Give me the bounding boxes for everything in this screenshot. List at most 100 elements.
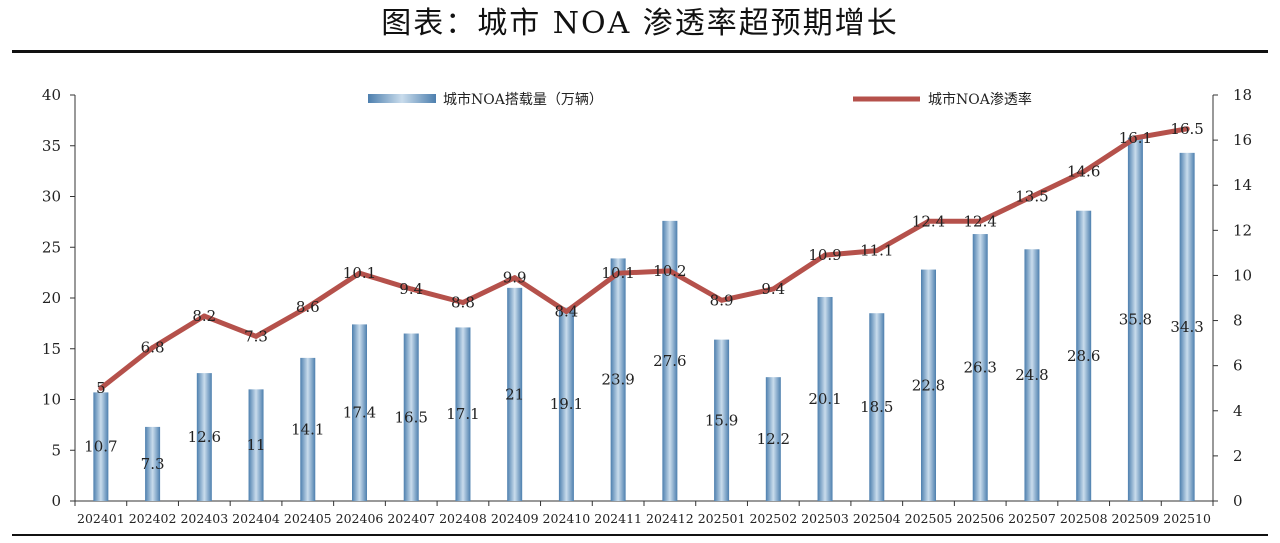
line-value-label: 8.8	[451, 294, 475, 312]
line-point	[253, 333, 259, 339]
x-tick-label: 202409	[491, 511, 539, 526]
x-tick-label: 202503	[801, 511, 849, 526]
x-tick-label: 202402	[129, 511, 177, 526]
line-value-label: 12.4	[964, 212, 997, 230]
line-point	[615, 270, 621, 276]
x-tick-label: 202501	[698, 511, 746, 526]
line-value-label: 6.8	[141, 339, 165, 357]
line-point	[1184, 126, 1190, 132]
bar	[300, 357, 316, 501]
right-tick-label: 18	[1233, 86, 1252, 104]
x-tick-label: 202410	[543, 511, 591, 526]
right-tick-label: 10	[1233, 266, 1252, 284]
bar	[1179, 152, 1195, 502]
line-point	[357, 270, 362, 276]
bar-value-label: 19.1	[550, 395, 583, 413]
bar	[507, 287, 523, 501]
bar-value-label: 18.5	[860, 398, 893, 416]
bar-value-label: 15.9	[705, 411, 738, 429]
bar	[196, 373, 212, 501]
line-value-label: 5	[96, 379, 106, 397]
line-point	[926, 218, 931, 224]
line-point	[1081, 169, 1087, 175]
line-value-label: 10.1	[601, 264, 634, 282]
bar-value-label: 34.3	[1170, 318, 1203, 336]
x-tick-label: 202507	[1008, 511, 1056, 526]
line-value-label: 16.5	[1170, 120, 1203, 138]
x-tick-label: 202401	[77, 511, 125, 526]
line-value-label: 8.2	[192, 307, 216, 325]
x-tick-label: 202504	[853, 511, 901, 526]
line-point	[1029, 194, 1035, 199]
x-tick-label: 202405	[284, 511, 332, 526]
right-tick-label: 4	[1233, 402, 1243, 420]
line-value-label: 11.1	[860, 242, 893, 260]
bar	[93, 392, 109, 501]
bar	[455, 327, 471, 501]
bar-value-label: 12.6	[188, 428, 221, 446]
bar-value-label: 14.1	[291, 420, 324, 438]
line-point	[563, 309, 569, 315]
x-tick-label: 202406	[336, 511, 384, 526]
x-tick-label: 202411	[594, 511, 642, 526]
x-tick-label: 202510	[1163, 511, 1211, 526]
right-tick-label: 12	[1233, 221, 1252, 239]
line-value-label: 10.1	[343, 264, 376, 282]
line-point	[874, 248, 880, 254]
left-tick-label: 5	[51, 441, 61, 459]
x-tick-label: 202404	[232, 511, 280, 526]
line-point	[719, 297, 725, 303]
bar	[1024, 249, 1040, 501]
legend-bar-swatch	[368, 94, 436, 103]
legend-bar-label: 城市NOA搭载量（万辆）	[443, 91, 603, 108]
page-title: 图表：城市 NOA 渗透率超预期增长	[381, 6, 899, 41]
line-value-label: 10.2	[653, 262, 686, 280]
bar-value-label: 17.4	[343, 404, 376, 422]
x-tick-label: 202508	[1060, 511, 1108, 526]
bar	[1127, 137, 1143, 501]
line-value-label: 12.4	[912, 212, 945, 230]
line-point	[201, 313, 207, 319]
bar	[662, 220, 678, 502]
line-point	[408, 286, 414, 292]
x-tick-label: 202509	[1112, 511, 1160, 526]
line-point	[305, 304, 311, 310]
bar-value-label: 17.1	[446, 405, 479, 423]
bar-value-label: 21	[505, 385, 524, 403]
left-tick-label: 10	[42, 391, 61, 409]
right-tick-label: 14	[1233, 176, 1252, 194]
right-tick-label: 0	[1233, 492, 1243, 510]
bar	[403, 333, 419, 501]
left-tick-label: 25	[42, 238, 61, 256]
right-tick-label: 2	[1233, 447, 1243, 465]
line-point	[770, 286, 776, 292]
line-point	[667, 268, 673, 274]
bar-value-label: 22.8	[912, 376, 945, 394]
bar	[765, 377, 781, 501]
legend-line-label: 城市NOA渗透率	[928, 91, 1032, 108]
bar	[817, 296, 833, 501]
line-value-label: 7.3	[244, 327, 268, 345]
bar-value-label: 10.7	[84, 438, 117, 456]
line-value-label: 10.9	[808, 246, 841, 264]
left-tick-label: 0	[51, 492, 61, 510]
left-tick-label: 15	[42, 340, 61, 358]
bar	[248, 389, 264, 501]
bar-value-label: 35.8	[1119, 310, 1152, 328]
line-value-label: 8.6	[296, 298, 320, 316]
x-tick-label: 202502	[749, 511, 797, 526]
line-value-label: 8.4	[554, 303, 578, 321]
x-tick-label: 202505	[905, 511, 953, 526]
bar-value-label: 11	[246, 436, 265, 454]
bar-value-label: 12.2	[757, 430, 790, 448]
bar	[352, 324, 367, 501]
line-value-label: 14.6	[1067, 163, 1100, 181]
bar	[1076, 210, 1092, 501]
right-tick-label: 16	[1233, 131, 1252, 149]
x-tick-label: 202408	[439, 511, 487, 526]
line-point	[512, 275, 518, 281]
x-tick-label: 202403	[180, 511, 228, 526]
top-rule	[12, 50, 1268, 53]
bar-value-label: 16.5	[395, 408, 428, 426]
